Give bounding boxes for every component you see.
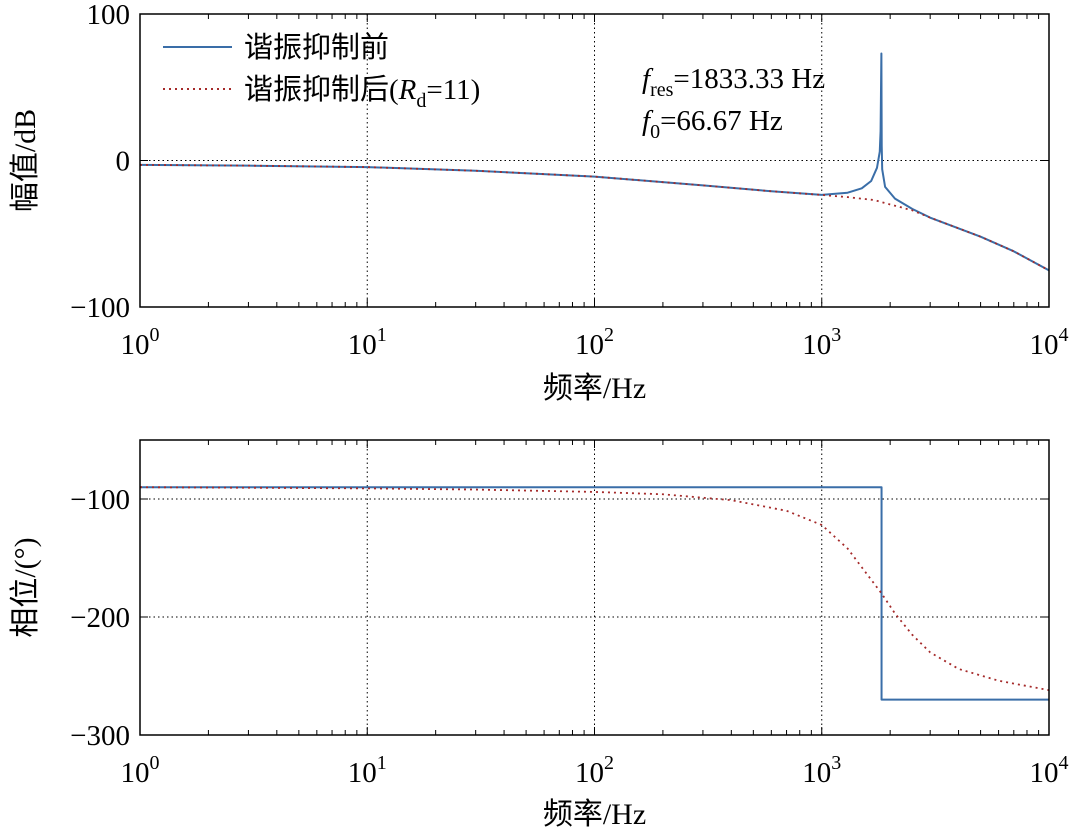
magnitude-curve-before-suppression (139, 52, 1050, 272)
phase-curves (139, 486, 1050, 701)
phase-y-tick-label: −300 (70, 720, 130, 752)
phase-grid (140, 440, 1049, 735)
magnitude-y-tick-labels: 100 0 −100 (70, 0, 130, 324)
phase-y-axis-label: 相位/(°) (9, 537, 42, 637)
magnitude-x-tick-label: 103 (802, 324, 841, 361)
phase-y-tick-label: −200 (70, 602, 130, 634)
fundamental-frequency-annotation: f0=66.67 Hz (642, 105, 783, 143)
phase-x-tick-label: 102 (575, 752, 614, 789)
resonance-frequency-annotation: fres=1833.33 Hz (642, 63, 825, 101)
magnitude-y-tick-label: 0 (116, 146, 131, 178)
phase-panel: −100 −200 −300 100 101 102 103 104 频率/Hz 相位/(°… (9, 439, 1069, 831)
phase-y-tick-labels: −100 −200 −300 (70, 484, 130, 752)
legend: 谐振抑制前 谐振抑制后(Rd=11) (163, 31, 480, 112)
magnitude-x-tick-label: 102 (575, 324, 614, 361)
phase-x-tick-label: 103 (802, 752, 841, 789)
phase-minor-ticks (139, 440, 1049, 736)
magnitude-x-tick-label: 100 (121, 324, 160, 361)
phase-x-tick-label: 104 (1030, 752, 1069, 789)
magnitude-x-tick-label: 104 (1030, 324, 1069, 361)
magnitude-y-axis-label: 幅值/dB (9, 109, 42, 212)
magnitude-curves (139, 52, 1050, 272)
phase-axes-frame (139, 439, 1050, 736)
magnitude-x-tick-labels: 100 101 102 103 104 (121, 324, 1069, 361)
magnitude-x-tick-label: 101 (348, 324, 387, 361)
magnitude-y-tick-label: −100 (70, 292, 130, 324)
legend-label-before: 谐振抑制前 (244, 31, 389, 64)
phase-x-axis-label: 频率/Hz (543, 798, 646, 831)
magnitude-y-tick-label: 100 (87, 0, 131, 31)
legend-label-after: 谐振抑制后(Rd=11) (244, 73, 480, 112)
magnitude-axes-frame (139, 13, 1050, 308)
phase-x-tick-label: 100 (121, 752, 160, 789)
magnitude-x-axis-label: 频率/Hz (543, 372, 646, 405)
magnitude-panel: 100 0 −100 100 101 102 103 104 频率/Hz 幅值/dB 谐振抑… (9, 0, 1069, 405)
phase-curve-before-suppression (140, 486, 1049, 701)
phase-x-tick-labels: 100 101 102 103 104 (121, 752, 1069, 789)
phase-curve-after-suppression (139, 486, 1050, 692)
magnitude-grid (140, 14, 1049, 307)
phase-y-tick-label: −100 (70, 484, 130, 516)
phase-x-tick-label: 101 (348, 752, 387, 789)
